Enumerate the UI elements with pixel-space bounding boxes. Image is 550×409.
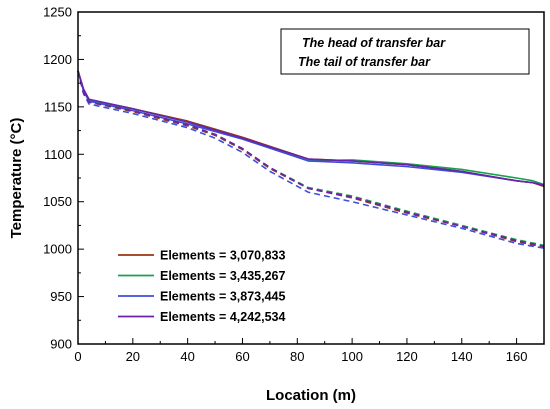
x-tick-label: 60 [235,349,249,364]
legend-label: Elements = 3,435,267 [160,269,285,283]
y-tick-label: 1150 [44,99,72,114]
x-tick-label: 100 [341,349,363,364]
x-axis-title: Location (m) [266,387,356,404]
series-2-tail-line [77,70,545,247]
series-2-head-line [77,70,545,186]
y-tick-label: 1100 [44,147,72,162]
annotation-tail-label: The tail of transfer bar [298,55,431,69]
series-layer [77,70,545,249]
y-axis-title: Temperature (°C) [8,118,25,239]
annotation-box: The head of transfer bar The tail of tra… [280,28,530,75]
x-tick-label: 40 [180,349,194,364]
series-4-tail-line [77,70,545,248]
x-tick-label: 120 [396,349,418,364]
x-tick-label: 160 [506,349,528,364]
legend-label: Elements = 3,873,445 [160,290,285,304]
x-tick-label: 20 [126,349,140,364]
x-tick-label: 0 [74,349,81,364]
legend-label: Elements = 4,242,534 [160,310,285,324]
legend-label: Elements = 3,070,833 [160,249,285,263]
y-tick-label: 1000 [43,242,72,257]
y-tick-label: 1200 [43,52,72,67]
annotation-frame [280,28,530,75]
annotation-head-label: The head of transfer bar [302,36,446,50]
y-tick-label: 1250 [43,5,72,20]
series-3-head-line [77,70,545,186]
x-tick-label: 80 [290,349,304,364]
y-tick-label: 1050 [43,194,72,209]
y-tick-label: 950 [50,289,72,304]
series-3-tail-line [77,70,545,249]
legend: Elements = 3,070,833 Elements = 3,435,267… [118,249,285,324]
series-4-head-line [77,70,545,187]
y-tick-label: 900 [50,337,72,352]
x-tick-label: 140 [451,349,473,364]
series-1-head-line [77,70,545,188]
ticks-layer: 0 20 40 60 80 100 120 140 160 900 950 1000 1050 1100 1… [43,5,527,365]
